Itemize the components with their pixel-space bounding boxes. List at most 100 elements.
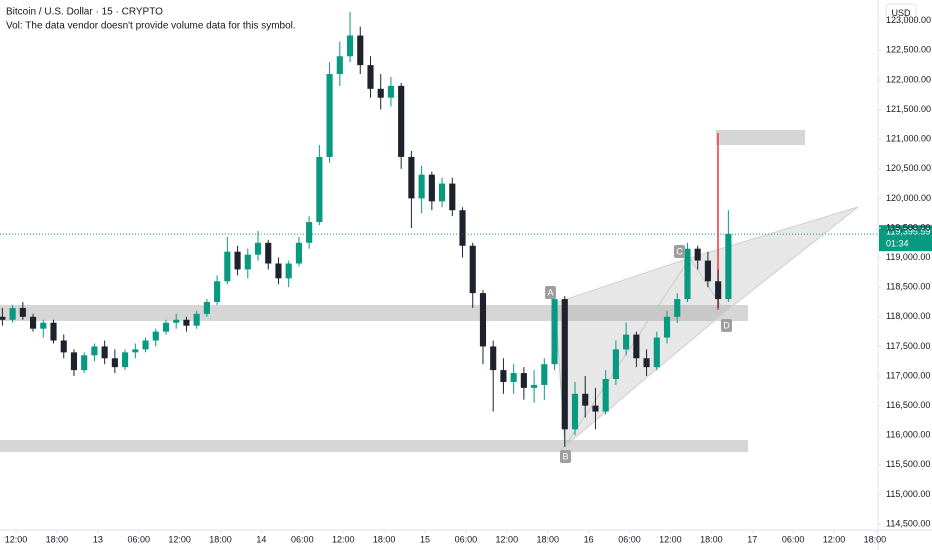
y-tick-label: 120,000.00 bbox=[886, 193, 931, 203]
y-tick-label: 116,000.00 bbox=[886, 430, 930, 440]
candle-body bbox=[551, 299, 558, 365]
symbol-title: Bitcoin / U.S. Dollar · 15 · CRYPTO bbox=[6, 7, 163, 18]
candle-body bbox=[612, 349, 619, 379]
candle-body bbox=[704, 260, 711, 282]
candle-body bbox=[623, 334, 630, 350]
candle-body bbox=[367, 65, 374, 89]
candle-body bbox=[357, 35, 364, 66]
candle-body bbox=[582, 393, 589, 406]
x-tick-label: 12:00 bbox=[496, 534, 519, 544]
pattern-area bbox=[554, 206, 859, 448]
candle-body bbox=[162, 322, 170, 332]
candle-body bbox=[111, 358, 118, 368]
y-tick-label: 117,000.00 bbox=[886, 370, 930, 380]
x-tick-label: 18:00 bbox=[373, 534, 396, 544]
candle-body bbox=[214, 281, 221, 303]
candle-body bbox=[459, 210, 466, 246]
candle-body bbox=[9, 307, 16, 320]
y-tick-label: 115,000.00 bbox=[886, 489, 930, 499]
candle-body bbox=[479, 293, 487, 347]
volume-note: Vol: The data vendor doesn't provide vol… bbox=[6, 21, 296, 32]
y-tick-label: 122,000.00 bbox=[886, 74, 931, 84]
x-tick-label: 12:00 bbox=[168, 534, 191, 544]
x-tick-label: 06:00 bbox=[127, 534, 150, 544]
x-tick-label: 06:00 bbox=[618, 534, 641, 544]
candle-body bbox=[142, 340, 149, 350]
candle-body bbox=[592, 405, 599, 412]
candle-body bbox=[101, 346, 108, 359]
currency-button[interactable] bbox=[885, 3, 917, 23]
x-tick-label: 12:00 bbox=[332, 534, 355, 544]
candle-body bbox=[81, 355, 88, 371]
x-tick-label: 18:00 bbox=[864, 534, 887, 544]
candle-body bbox=[633, 334, 640, 359]
y-tick-label: 118,500.00 bbox=[886, 282, 930, 292]
candle-body bbox=[132, 349, 139, 353]
candle-body bbox=[306, 222, 313, 243]
x-tick-label: 14 bbox=[256, 534, 266, 544]
candle-body bbox=[520, 373, 527, 388]
pattern-label: C bbox=[676, 246, 683, 256]
currency[interactable]: USD bbox=[891, 8, 911, 18]
candle-body bbox=[715, 281, 722, 300]
candle-body bbox=[398, 85, 405, 157]
candle-body bbox=[561, 299, 568, 430]
x-tick-label: 16 bbox=[584, 534, 594, 544]
candle-body bbox=[70, 352, 78, 371]
candle-body bbox=[674, 299, 681, 317]
last-price-box bbox=[879, 225, 932, 252]
y-tick-label: 122,500.00 bbox=[886, 45, 931, 55]
candle-body bbox=[602, 378, 609, 412]
candle-body bbox=[541, 364, 548, 385]
y-tick-label: 119,500.00 bbox=[886, 222, 930, 232]
countdown: 01:34 bbox=[886, 239, 909, 249]
candle-body bbox=[244, 254, 251, 270]
candle-body bbox=[510, 373, 517, 382]
candle-body bbox=[571, 393, 579, 430]
x-tick-label: 12:00 bbox=[659, 534, 682, 544]
candle-body bbox=[531, 384, 538, 388]
x-tick-label: 12:00 bbox=[823, 534, 846, 544]
last-price-label: 119,395.59 bbox=[886, 227, 930, 237]
candle-body bbox=[122, 352, 129, 368]
candle-body bbox=[684, 248, 691, 300]
x-tick-label: 17 bbox=[747, 534, 757, 544]
candle-body bbox=[295, 242, 302, 264]
candle-body bbox=[19, 307, 26, 317]
x-tick-label: 13 bbox=[93, 534, 103, 544]
candle-body bbox=[500, 370, 507, 382]
y-tick-label: 114,500.00 bbox=[886, 518, 930, 528]
candle-body bbox=[40, 322, 47, 329]
candles bbox=[0, 11, 878, 448]
support-zone bbox=[0, 440, 748, 452]
candle-body bbox=[418, 174, 425, 199]
candle-body bbox=[234, 251, 241, 270]
candle-body bbox=[490, 346, 497, 371]
candle-body bbox=[91, 346, 98, 356]
candle-body bbox=[285, 263, 292, 279]
x-tick-label: 12:00 bbox=[5, 534, 28, 544]
x-tick-label: 18:00 bbox=[700, 534, 723, 544]
candle-body bbox=[653, 337, 660, 368]
candle-body bbox=[0, 316, 6, 320]
candle-body bbox=[183, 319, 190, 326]
candle-body bbox=[408, 156, 415, 199]
y-tick-label: 119,000.00 bbox=[886, 252, 930, 262]
candle-body bbox=[173, 319, 180, 323]
x-tick-label: 18:00 bbox=[46, 534, 69, 544]
candle-body bbox=[643, 358, 650, 368]
pattern-label: D bbox=[723, 320, 730, 330]
candle-body bbox=[439, 183, 446, 202]
candle-body bbox=[203, 302, 210, 314]
candle-body bbox=[387, 85, 395, 98]
y-tick-label: 123,000.00 bbox=[886, 15, 931, 25]
x-tick-label: 15 bbox=[420, 534, 430, 544]
candle-body bbox=[336, 56, 343, 75]
pattern-label: A bbox=[547, 287, 553, 297]
candle-body bbox=[428, 174, 435, 202]
candle-body bbox=[725, 233, 732, 300]
support-zone bbox=[0, 305, 748, 321]
y-tick-label: 116,500.00 bbox=[886, 400, 930, 410]
